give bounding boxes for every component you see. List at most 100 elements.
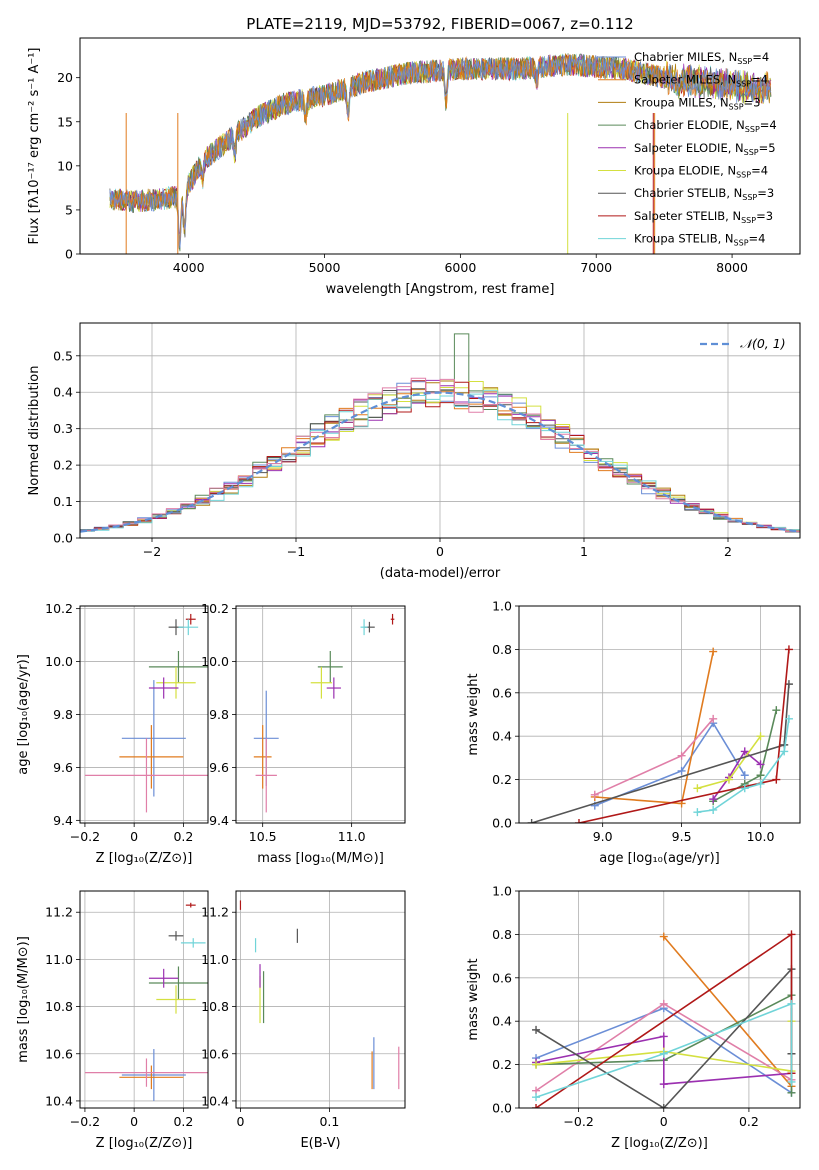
axes-frame [79,322,801,539]
legend-entry-subscript: SSP [736,171,751,180]
legend-entry-label: Chabrier STELIB, N [634,186,742,200]
x-axis-label: Z [log₁₀(Z/Z⊙)] [96,851,193,866]
y-tick-label: 0.2 [492,1057,512,1072]
y-tick-label: 10.8 [201,999,229,1014]
legend-entry-label: Salpeter ELODIE, N [634,141,744,155]
legend-entry-label: Salpeter MILES, N [634,73,736,87]
legend-entry-subscript: SSP [734,239,749,248]
weight-marker [756,760,765,769]
y-tick-label: 0.6 [492,970,512,985]
legend-entry: Kroupa STELIB, NSSP=4 [634,232,765,248]
weight-marker [532,1093,541,1102]
y-tick-label: 10.8 [45,999,73,1014]
x-tick-label: 6000 [444,260,476,275]
weight-series-line [712,710,778,803]
y-tick-label: 0.2 [492,772,512,787]
y-tick-label: 10 [57,158,73,173]
weight-marker [740,747,749,756]
errorbar-point [148,966,208,1000]
figure-title: PLATE=2119, MJD=53792, FIBERID=0067, z=0… [246,15,633,33]
legend-entry-subscript: SSP [737,57,752,66]
weight-marker [659,1049,668,1058]
errorbar-point [178,619,199,636]
x-tick-label: 10.5 [249,829,277,844]
weight-marker [659,932,668,941]
y-tick-label: 1.0 [492,599,512,614]
legend-entry: Salpeter STELIB, NSSP=3 [634,209,773,225]
weight-marker [677,766,686,775]
weight-marker [677,751,686,760]
x-tick-label: 0 [130,829,138,844]
legend-entry-count: =4 [752,50,769,64]
errorbar-point [185,902,196,908]
weight-marker [693,808,702,817]
errorbar-point [121,680,186,797]
weight-marker [527,819,536,823]
x-tick-label: 0 [130,1114,138,1129]
y-tick-label: 9.8 [209,707,229,722]
x-axis-label: Z [log₁₀(Z/Z⊙)] [96,1136,193,1151]
weight-marker [740,771,749,780]
x-tick-label: 0 [436,544,444,559]
age_vs_Z-panel: −0.2 0 0.2 9.4 9.6 9.8 10.0 10.2 Z [log₁₀(Z/Z⊙)]… [16,601,209,866]
x-tick-label: 8000 [716,260,748,275]
legend-entry: Kroupa ELODIE, NSSP=4 [634,164,768,180]
y-tick-label: 15 [57,114,73,129]
weight-series-line [712,750,762,800]
y-tick-label: 0.8 [492,927,512,942]
weight-marker [740,784,749,793]
y-tick-label: 0.8 [492,642,512,657]
y-tick-label: 9.4 [53,813,73,828]
y-tick-label: 0.4 [492,729,512,744]
weight_vs_Z-plot-area [532,930,796,1108]
weight-marker [532,1025,541,1034]
legend-entry: Kroupa MILES, NSSP=3 [634,95,760,111]
x-tick-label: 11.0 [338,829,366,844]
axes-frame [235,605,406,824]
y-axis-label: mass weight [466,958,481,1040]
x-axis-label: Z [log₁₀(Z/Z⊙)] [611,1136,708,1151]
x-tick-label: 4000 [173,260,205,275]
y-tick-label: 0.3 [53,421,73,436]
y-tick-label: 9.8 [53,707,73,722]
weight-marker [784,714,793,723]
errorbar-point [168,931,184,941]
x-tick-label: 0.2 [739,1114,759,1129]
x-tick-label: −2 [143,544,161,559]
y-tick-label: 0.4 [492,1014,512,1029]
errorbar-point [156,666,196,699]
x-axis-label: wavelength [Angstrom, rest frame] [326,282,555,297]
legend-entry: Salpeter MILES, NSSP=4 [634,73,768,89]
y-tick-label: 10.2 [201,601,229,616]
x-tick-label: −0.2 [70,1114,100,1129]
weight-marker [787,1077,796,1086]
x-tick-label: 10.0 [747,829,775,844]
legend-entry-count: =4 [751,73,768,87]
errorbar-point [119,725,184,789]
y-tick-label: 10.6 [201,1046,229,1061]
y-tick-label: 10.0 [45,654,73,669]
weight-series-line [697,718,790,813]
y-tick-label: 9.6 [53,760,73,775]
y-tick-label: 11.0 [201,952,229,967]
weight-marker [787,930,796,939]
y-tick-label: 0.0 [492,816,512,831]
x-tick-label: 0 [236,1114,244,1129]
y-axis-label: mass weight [466,673,481,755]
axes-frame [518,605,801,824]
weight_vs_age-plot-area [527,645,793,823]
legend-entry-subscript: SSP [736,80,751,89]
legend-entry-count: =3 [756,209,773,223]
weight-marker [693,784,702,793]
errorbar-point [255,738,277,813]
legend-entry-label: Kroupa ELODIE, N [634,164,736,178]
mass_vs_ebv-plot-area [239,900,400,1090]
legend-entry-label: Salpeter STELIB, N [634,209,741,223]
x-tick-label: 0 [660,1114,668,1129]
y-tick-label: 10.4 [201,1093,229,1108]
weight-marker [659,1080,668,1089]
errorbar-point [390,613,395,625]
errorbar-point [180,938,206,948]
y-tick-label: 20 [57,70,73,85]
